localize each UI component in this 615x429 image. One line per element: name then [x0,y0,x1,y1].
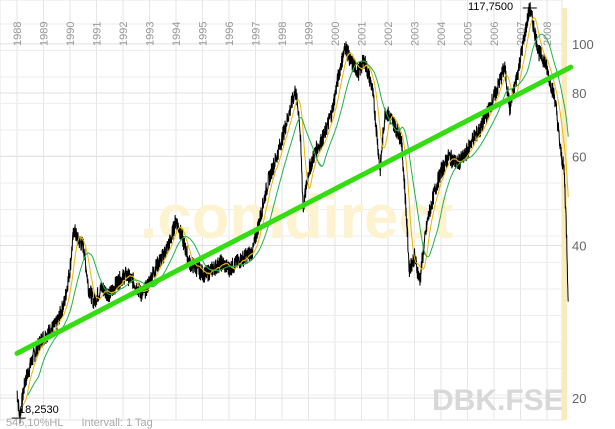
high-label: 117,7500 [468,1,513,13]
x-tick-label: 2005 [463,22,475,46]
trendline [14,64,574,356]
x-tick-label: 1998 [277,22,289,46]
low-label: 18,2530 [19,404,59,416]
x-tick-label: 1988 [12,22,24,46]
current-range-bar [562,8,567,420]
x-tick-label: 1997 [251,22,263,46]
x-tick-label: 2004 [436,22,448,46]
x-tick-label: 1989 [39,22,51,46]
price-line [16,2,569,424]
footer: 545,10%HL Intervall: 1 Tag [6,417,153,429]
x-tick-label: 1996 [224,22,236,46]
x-tick-label: 1999 [304,22,316,46]
y-tick-label: 100 [572,37,594,52]
symbol-label: DBK.FSE [432,384,564,417]
y-tick-label: 80 [572,86,586,101]
x-tick-label: 1994 [171,22,183,46]
x-tick-label: 2000 [330,22,342,46]
x-tick-label: 1995 [198,22,210,46]
footer-range: 545,10%HL [6,417,64,429]
x-tick-label: 2008 [542,22,554,46]
footer-interval: Intervall: 1 Tag [81,417,153,429]
y-tick-label: 40 [572,239,586,254]
x-tick-label: 1992 [118,22,130,46]
watermark: .comdirect [140,183,454,252]
moving-average-short-line [20,16,569,409]
x-tick-label: 1993 [145,22,157,46]
x-tick-label: 2002 [383,22,395,46]
x-tick-label: 2001 [357,22,369,46]
y-tick-label: 60 [572,149,586,164]
x-tick-label: 1991 [92,22,104,46]
y-tick-label: 20 [572,391,586,406]
x-tick-label: 2006 [489,22,501,46]
x-tick-label: 1990 [65,22,77,46]
x-tick-label: 2003 [410,22,422,46]
moving-average-long-line [27,33,569,396]
